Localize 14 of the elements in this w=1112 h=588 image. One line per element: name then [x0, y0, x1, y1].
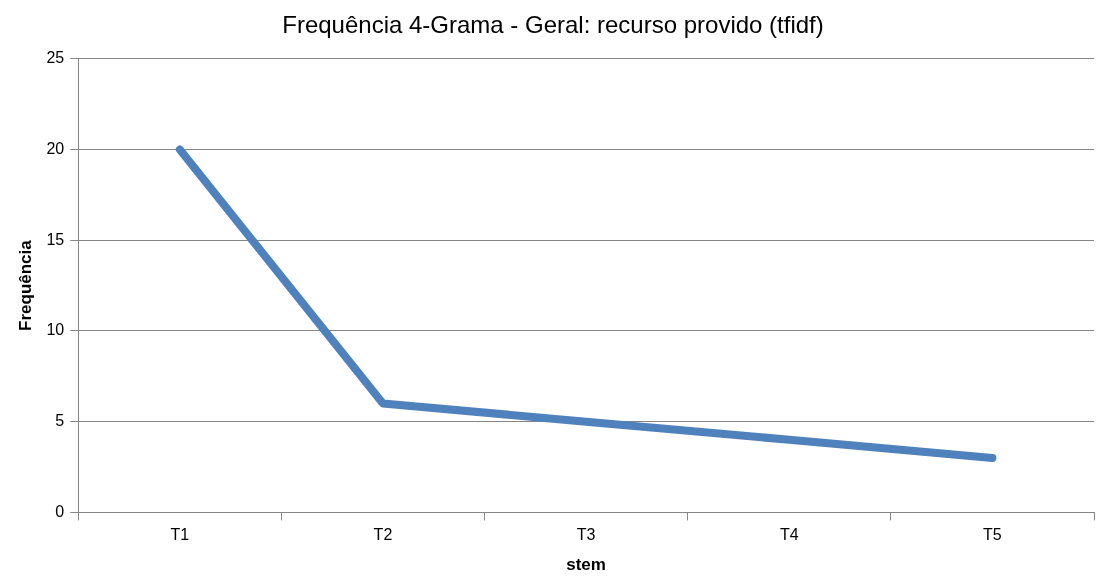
y-tick-label: 20	[46, 139, 65, 157]
y-axis-title: Frequência	[15, 239, 35, 331]
y-tick-label: 10	[46, 321, 65, 339]
x-tick-label: T4	[779, 526, 799, 544]
x-tick-label: T2	[373, 526, 393, 544]
chart-title: Frequência 4-Grama - Geral: recurso provido (tfidf)	[282, 11, 824, 39]
y-tick-label: 5	[55, 412, 65, 430]
x-tick-label: T1	[170, 526, 190, 544]
y-tick-label: 15	[46, 230, 65, 248]
x-tick-label: T5	[983, 526, 1002, 544]
y-tick-label: 25	[46, 49, 65, 67]
x-axis-title: stem	[566, 555, 606, 575]
x-tick-label: T3	[576, 526, 596, 544]
y-tick-label: 0	[55, 502, 65, 520]
